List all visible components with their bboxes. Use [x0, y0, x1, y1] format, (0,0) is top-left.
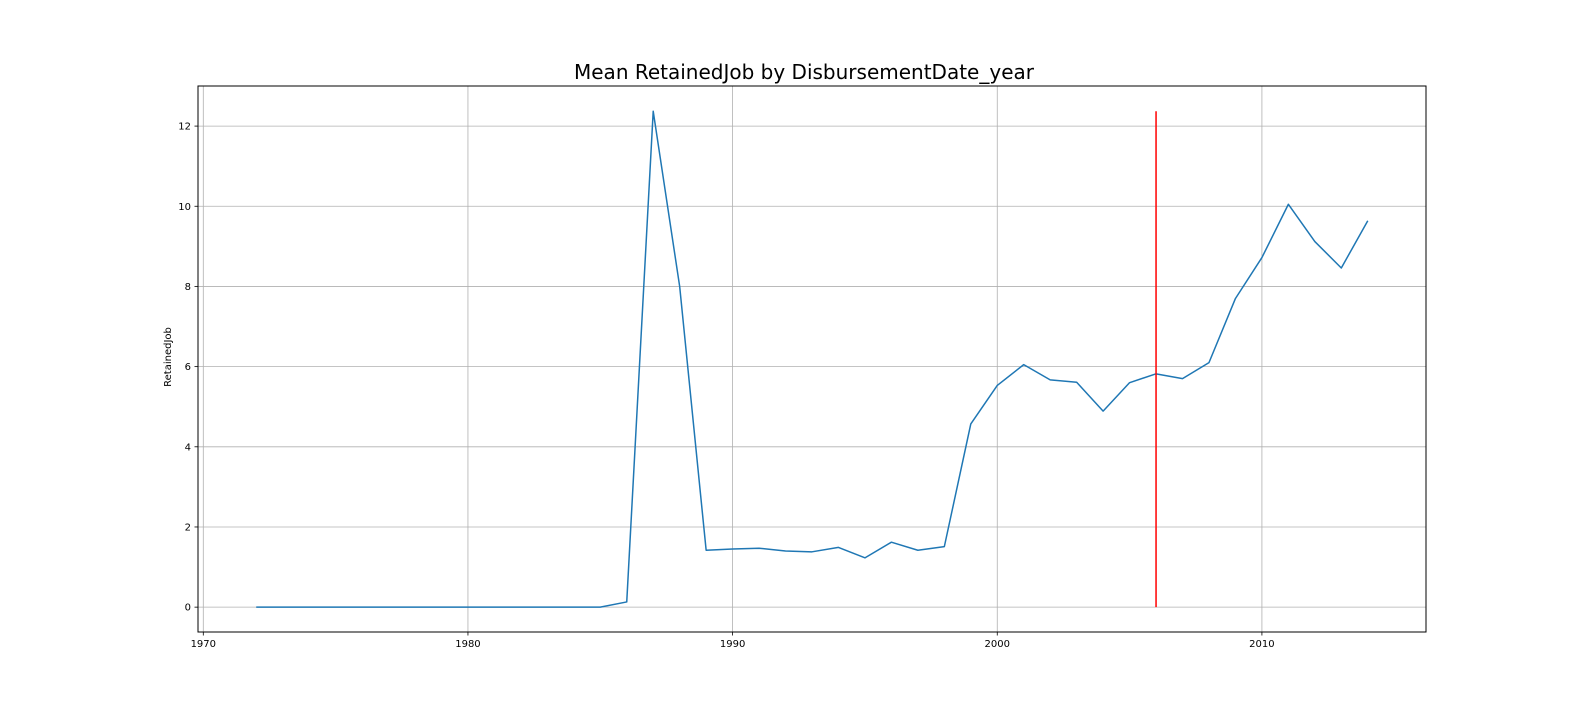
- y-tick-label: 12: [178, 122, 191, 133]
- plot-area: [256, 110, 1369, 608]
- y-axis-label: RetainedJob: [163, 327, 174, 387]
- axis-ticks: 0 2 4 6 8 10 12 1970 1980 1990 2000 2010: [178, 122, 1274, 650]
- x-tick-label: 1990: [720, 639, 745, 650]
- grid: [198, 86, 1426, 632]
- y-tick-label: 6: [185, 362, 191, 373]
- series-line: [256, 110, 1369, 608]
- chart-title: Mean RetainedJob by DisbursementDate_yea…: [574, 60, 1035, 84]
- y-tick-label: 8: [185, 282, 191, 293]
- x-tick-label: 1970: [191, 639, 216, 650]
- y-tick-label: 10: [178, 202, 191, 213]
- plot-frame: [197, 85, 1427, 633]
- x-tick-label: 2010: [1249, 639, 1274, 650]
- y-tick-label: 0: [185, 603, 191, 614]
- x-tick-label: 2000: [985, 639, 1010, 650]
- x-tick-label: 1980: [455, 639, 480, 650]
- y-tick-label: 4: [185, 442, 191, 453]
- y-tick-label: 2: [185, 522, 191, 533]
